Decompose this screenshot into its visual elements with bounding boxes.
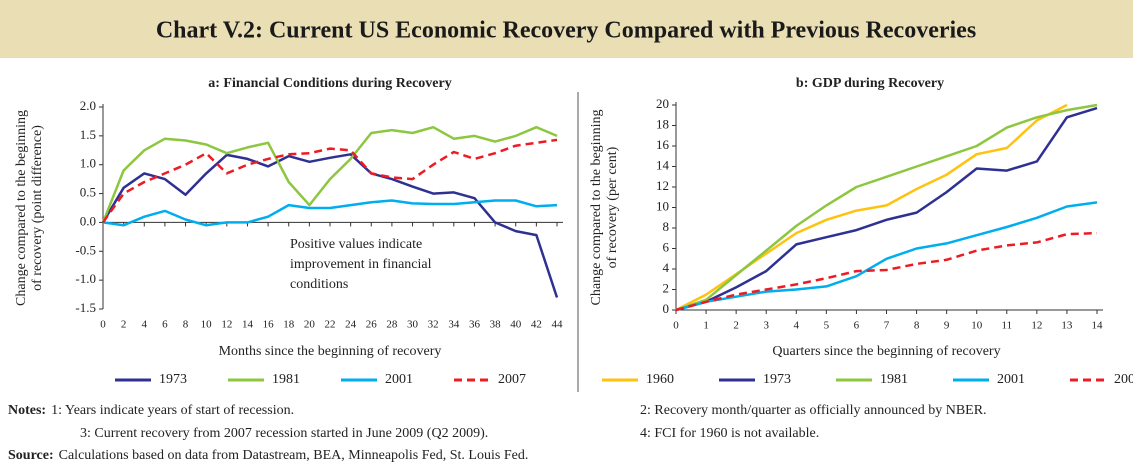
- y-tick-label: 0.5: [80, 185, 96, 200]
- series-line: [102, 199, 558, 227]
- notes-label: Notes:: [8, 403, 46, 418]
- note: 3: Current recovery from 2007 recession …: [80, 426, 488, 441]
- x-tick-label: 3: [763, 320, 769, 332]
- y-tick-label: 0.0: [80, 213, 96, 228]
- legend-label: 1981: [272, 372, 300, 387]
- x-tick-label: 10: [971, 320, 983, 332]
- y-tick-label: 8: [663, 219, 670, 234]
- source: Source: Calculations based on data from D…: [8, 448, 528, 463]
- x-tick-label: 24: [345, 319, 357, 331]
- x-tick-label: 6: [162, 319, 168, 331]
- x-tick-label: 18: [283, 319, 295, 331]
- series-line: [675, 201, 1098, 312]
- y-tick-label: 4: [663, 260, 670, 275]
- x-axis-label: Months since the beginning of recovery: [219, 344, 442, 359]
- x-tick-label: 8: [914, 320, 920, 332]
- y-axis-label: Change compared to the beginning: [14, 110, 29, 306]
- x-tick-label: 0: [673, 320, 679, 332]
- series-line: [675, 103, 1068, 312]
- x-tick-label: 34: [448, 319, 460, 331]
- legend-label: 1960: [646, 372, 674, 387]
- y-tick-label: 12: [656, 178, 669, 193]
- x-tick-label: 14: [1092, 320, 1104, 332]
- chart-title: a: Financial Conditions during Recovery: [208, 76, 451, 91]
- y-axis-label: Change compared to the beginning: [589, 110, 604, 306]
- y-tick-label: 1.5: [80, 127, 96, 142]
- x-tick-label: 5: [824, 320, 830, 332]
- x-tick-label: 30: [407, 319, 419, 331]
- x-tick-label: 12: [221, 319, 232, 331]
- y-tick-label: 6: [663, 239, 670, 254]
- x-tick-label: 26: [366, 319, 378, 331]
- x-tick-label: 4: [794, 320, 800, 332]
- series-line: [101, 153, 559, 298]
- notes: Notes: 1: Years indicate years of start o…: [8, 403, 294, 418]
- x-tick-label: 6: [854, 320, 860, 332]
- y-tick-label: 16: [656, 137, 670, 152]
- y-tick-label: -1.5: [75, 300, 96, 315]
- x-tick-label: 40: [510, 319, 522, 331]
- x-tick-label: 9: [944, 320, 950, 332]
- y-tick-label: -1.0: [75, 271, 96, 286]
- x-tick-label: 0: [100, 319, 106, 331]
- x-axis-label: Quarters since the beginning of recovery: [772, 344, 1000, 359]
- source-text: Calculations based on data from Datastre…: [59, 448, 529, 463]
- y-tick-label: 14: [656, 157, 670, 172]
- y-tick-label: 18: [656, 116, 669, 131]
- y-tick-label: 0: [663, 301, 670, 316]
- legend-label: 2001: [385, 372, 413, 387]
- y-tick-label: 1.0: [80, 156, 96, 171]
- y-axis-label: of recovery (per cent): [605, 146, 620, 268]
- x-tick-label: 10: [201, 319, 213, 331]
- y-tick-label: 2.0: [80, 98, 96, 113]
- note: 2: Recovery month/quarter as officially …: [640, 403, 987, 418]
- x-tick-label: 11: [1001, 320, 1012, 332]
- note: 4: FCI for 1960 is not available.: [640, 426, 819, 441]
- legend-label: 1973: [763, 372, 791, 387]
- note: 1: Years indicate years of start of rece…: [51, 403, 294, 418]
- chart-title: b: GDP during Recovery: [796, 76, 944, 91]
- x-tick-label: 8: [183, 319, 189, 331]
- series-line: [101, 138, 558, 224]
- x-tick-label: 14: [242, 319, 254, 331]
- legend-label: 1973: [159, 372, 187, 387]
- legend-label: 2001: [997, 372, 1025, 387]
- series-line: [675, 231, 1098, 312]
- x-tick-label: 16: [263, 319, 275, 331]
- series-line: [675, 106, 1098, 312]
- x-tick-label: 2: [733, 320, 739, 332]
- source-label: Source:: [8, 448, 54, 463]
- x-tick-label: 20: [304, 319, 316, 331]
- x-tick-label: 42: [531, 319, 542, 331]
- legend-label: 1981: [880, 372, 908, 387]
- annotation: conditions: [290, 277, 348, 292]
- series-line: [101, 125, 558, 223]
- x-tick-label: 7: [884, 320, 890, 332]
- x-tick-label: 32: [428, 319, 439, 331]
- x-tick-label: 2: [121, 319, 127, 331]
- y-tick-label: 10: [656, 198, 669, 213]
- y-axis-label: of recovery (point difference): [30, 125, 45, 291]
- x-tick-label: 44: [552, 319, 564, 331]
- legend-label: 2007: [498, 372, 526, 387]
- x-tick-label: 22: [325, 319, 336, 331]
- x-tick-label: 36: [469, 319, 481, 331]
- y-tick-label: -0.5: [75, 242, 96, 257]
- page-title: Chart V.2: Current US Economic Recovery …: [156, 18, 976, 44]
- series-line: [675, 103, 1098, 312]
- y-tick-label: 2: [663, 280, 670, 295]
- x-tick-label: 38: [490, 319, 502, 331]
- annotation: improvement in financial: [290, 257, 432, 272]
- annotation: Positive values indicate: [290, 237, 422, 252]
- x-tick-label: 1: [703, 320, 709, 332]
- y-tick-label: 20: [656, 96, 669, 111]
- x-tick-label: 28: [386, 319, 398, 331]
- legend-label: 2007: [1114, 372, 1133, 387]
- header-band: [0, 0, 1133, 58]
- x-tick-label: 12: [1031, 320, 1042, 332]
- x-tick-label: 4: [142, 319, 148, 331]
- x-tick-label: 13: [1061, 320, 1073, 332]
